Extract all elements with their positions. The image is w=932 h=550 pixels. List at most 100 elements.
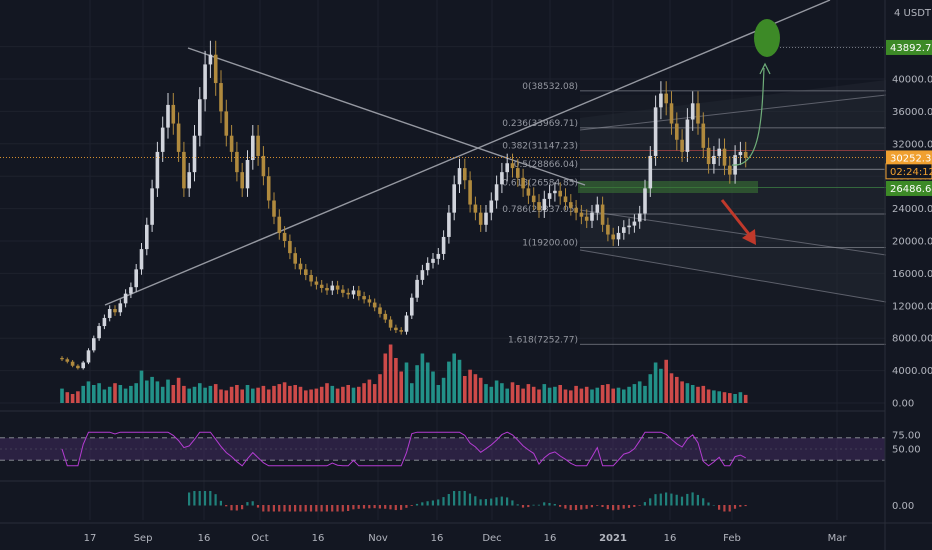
fib-level-label: 0(38532.08) (522, 82, 578, 92)
volume-bar (203, 387, 207, 403)
candle-body (659, 93, 663, 108)
volume-bar (341, 386, 345, 403)
candle-body (357, 290, 361, 297)
price-tag-box (886, 180, 932, 196)
volume-bar (245, 385, 250, 403)
candle-body (611, 234, 615, 240)
volume-bar (743, 394, 748, 403)
candle-body (372, 302, 377, 308)
candle-body (463, 168, 467, 181)
volume-bar (542, 384, 547, 403)
candle-body (388, 319, 393, 328)
candle-body (632, 221, 637, 226)
histogram-bar (193, 491, 196, 506)
histogram-bar (612, 505, 615, 511)
candle-body (616, 232, 621, 240)
histogram-bar (362, 505, 366, 509)
candle-body (394, 327, 398, 331)
candle-body (701, 123, 706, 148)
volume-bar (712, 390, 716, 403)
price-tag-label: 26486.64 (890, 184, 932, 195)
histogram-bar (527, 505, 530, 508)
candle-body (542, 198, 547, 211)
histogram-bar (553, 504, 556, 506)
candle-body (500, 172, 504, 185)
candle-body (579, 212, 584, 217)
histogram-bar (325, 505, 328, 512)
projection-arrow-head (759, 62, 771, 75)
candle-body (213, 54, 218, 84)
histogram-bar (622, 505, 625, 509)
volume-bar (251, 388, 255, 403)
histogram-bar (543, 502, 546, 506)
candles (60, 40, 748, 370)
histogram-bar (495, 497, 498, 506)
y-tick-label: 8000.00 (892, 334, 932, 345)
candle-body (489, 200, 494, 213)
volume-bar (669, 373, 674, 403)
y-tick-label: 4000.00 (892, 366, 932, 377)
histogram-bar (696, 494, 699, 506)
volume-bar (457, 359, 462, 403)
histogram-bar (415, 503, 419, 506)
candle-body (367, 299, 372, 303)
candle-body (60, 357, 64, 360)
volume-bar (304, 390, 308, 403)
volume-bar (468, 369, 472, 403)
volume-bar (383, 353, 388, 403)
candle-body (553, 190, 557, 194)
candle-body (70, 361, 75, 366)
candle-body (473, 204, 478, 213)
histogram-bar (585, 505, 588, 509)
histogram-bar (384, 505, 387, 509)
volume-bar (351, 387, 356, 403)
histogram-bar (627, 505, 631, 508)
candle-body (378, 307, 382, 314)
volume-bar (277, 384, 282, 403)
volume-bar (65, 392, 70, 403)
candle-body (129, 287, 133, 294)
histogram-bar (702, 498, 705, 506)
histogram-bar (458, 491, 461, 506)
candle-body (261, 155, 266, 177)
candle-body (325, 287, 329, 291)
histogram-bar (235, 505, 238, 511)
histogram-bar (394, 505, 397, 511)
volume-bar (76, 391, 80, 403)
channel-line (579, 94, 887, 131)
histogram-bar (203, 491, 207, 506)
fib-level-label: 0.5(28866.04) (514, 160, 578, 170)
histogram-bar (670, 493, 673, 506)
candle-body (314, 281, 319, 285)
volume-bar (600, 385, 605, 403)
histogram-bar (574, 505, 578, 511)
volume-bar (388, 344, 393, 403)
histogram-bar (686, 493, 689, 506)
candle-body (362, 296, 366, 300)
volume-bar (685, 383, 690, 403)
volume-bar (81, 385, 85, 403)
volume-bar (176, 377, 181, 403)
volume-bar (659, 368, 663, 403)
volume-bar (224, 390, 229, 403)
histogram-bar (617, 505, 620, 510)
histogram-bar (739, 505, 742, 507)
histogram-bar (521, 505, 525, 508)
rsi-tick-label: 75.00 (892, 431, 921, 442)
histogram-bar (601, 505, 604, 507)
candle-body (478, 212, 483, 225)
histogram-bar (744, 505, 747, 507)
volume-bar (372, 384, 377, 403)
candle-body (685, 119, 690, 152)
volume-bar (526, 384, 531, 403)
candle-body (743, 151, 748, 158)
candle-body (547, 193, 552, 199)
histogram-bar (288, 505, 291, 512)
candle-body (590, 212, 594, 221)
volume-bar (653, 362, 658, 403)
volume-bar (425, 362, 430, 403)
histogram-bar (707, 502, 710, 506)
histogram-bar (532, 504, 535, 506)
